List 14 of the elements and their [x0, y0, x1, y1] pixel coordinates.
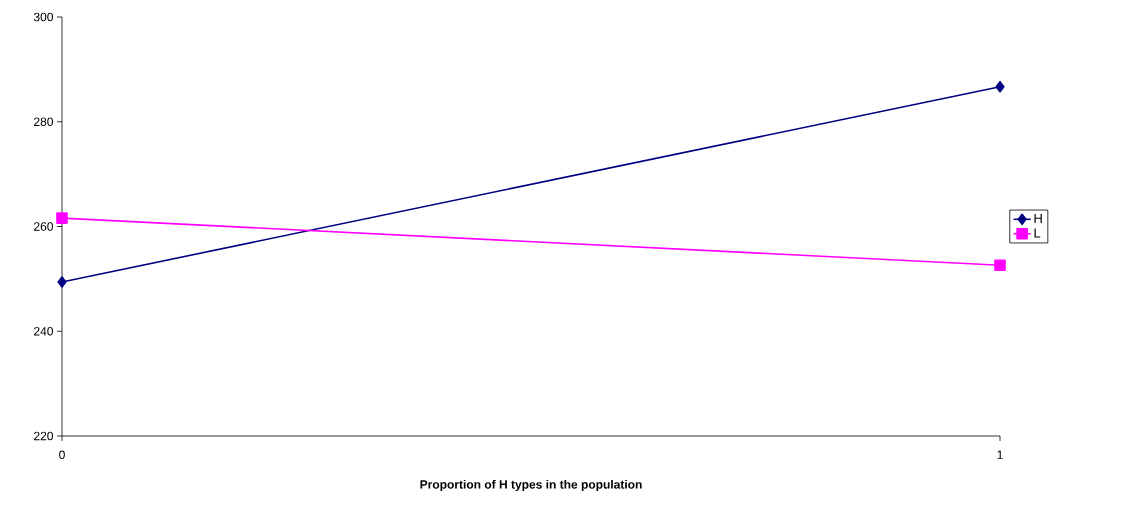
y-tick-label: 240 [34, 327, 53, 336]
point [995, 80, 1005, 93]
point [56, 212, 68, 224]
point [57, 276, 67, 288]
y-tick-label: 300 [33, 12, 53, 22]
legend-label: L [1034, 228, 1041, 238]
x-tick-label: 1 [997, 450, 1003, 459]
x-axis-title: Proportion of H types in the population [420, 479, 642, 492]
legend-label: H [1034, 214, 1042, 223]
point [994, 259, 1006, 272]
y-tick-label: 280 [34, 117, 53, 126]
y-tick-label: 260 [34, 222, 53, 231]
x-tick-label: 0 [59, 450, 65, 460]
y-tick-label: 220 [34, 431, 53, 441]
